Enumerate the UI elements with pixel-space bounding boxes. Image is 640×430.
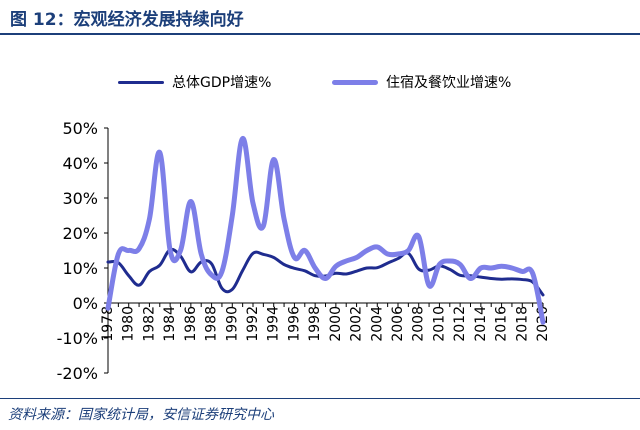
y-tick-label: 20% (62, 224, 98, 243)
y-tick-label: 10% (62, 259, 98, 278)
x-tick-label: 1988 (204, 306, 220, 342)
x-tick-label: 1994 (266, 306, 282, 342)
title-divider (0, 33, 640, 35)
x-tick-label: 1990 (224, 306, 240, 342)
x-tick-label: 2004 (369, 306, 385, 342)
legend-swatch-hospitality (332, 79, 378, 85)
x-tick-label: 1996 (286, 306, 302, 342)
x-tick-label: 2000 (328, 306, 344, 342)
legend-label-hospitality: 住宿及餐饮业增速% (386, 75, 512, 91)
chart-legend: 总体GDP增速% 住宿及餐饮业增速% (0, 70, 640, 94)
x-tick-label: 1982 (141, 306, 157, 342)
legend-label-gdp: 总体GDP增速% (172, 75, 272, 91)
x-tick-label: 1992 (245, 306, 261, 342)
figure-title: 图 12：宏观经济发展持续向好 (10, 10, 244, 30)
x-tick-label: 2006 (390, 306, 406, 342)
source-divider (0, 398, 640, 399)
series-line-hospitality (105, 135, 546, 325)
source-note: 资料来源：国家统计局，安信证券研究中心 (8, 407, 274, 423)
x-tick-label: 2002 (349, 306, 365, 342)
x-tick-label: 2014 (473, 306, 489, 342)
x-tick-label: 1980 (121, 306, 137, 342)
x-tick-label: 2008 (411, 306, 427, 342)
x-tick-label: 2012 (452, 306, 468, 342)
figure-header: 图 12：宏观经济发展持续向好 (0, 0, 640, 35)
x-tick-label: 2010 (431, 306, 447, 342)
legend-item-hospitality: 住宿及餐饮业增速% (332, 70, 511, 94)
y-tick-label: 0% (73, 294, 98, 313)
line-chart: 50% 40% 30% 20% 10% 0% -10% -20% 1978 1980 1982 198… (57, 119, 551, 383)
legend-item-gdp: 总体GDP增速% (118, 70, 271, 94)
x-tick-label: 1984 (162, 306, 178, 342)
y-tick-label: 30% (62, 189, 98, 208)
y-tick-label: -10% (57, 329, 98, 348)
x-tick-label: 1998 (307, 306, 323, 342)
x-tick-label: 2018 (514, 306, 530, 342)
x-tick-label: 1986 (183, 306, 199, 342)
y-tick-label: -20% (57, 364, 98, 383)
x-tick-label: 1978 (100, 306, 116, 342)
x-tick-label: 2016 (494, 306, 510, 342)
y-tick-label: 40% (62, 154, 98, 173)
y-tick-label: 50% (62, 119, 98, 138)
legend-swatch-gdp (118, 80, 164, 84)
